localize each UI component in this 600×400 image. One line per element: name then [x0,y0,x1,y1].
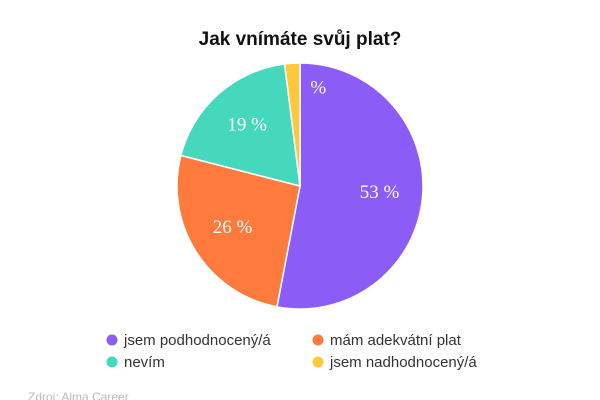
value-label: 26 % [213,217,253,238]
pie-slice [283,62,301,187]
legend-marker [312,334,324,346]
legend-label: jsem podhodnocený/á [123,332,271,349]
value-label: 53 % [360,182,400,203]
value-label: 19 % [227,114,267,135]
legend-marker [312,356,324,368]
legend-label: nevím [124,354,165,371]
source-note: Zdroj: Alma Career [28,390,129,400]
pie-slice [179,63,301,188]
legend-marker [106,334,118,346]
pie-slice [276,62,424,310]
legend-label: mám adekvátní plat [330,332,462,349]
legend-label: jsem nadhodnocený/á [329,354,477,371]
pie-slice [176,154,301,308]
chart-title: Jak vnímáte svůj plat? [199,29,402,50]
value-label: % [310,78,326,99]
legend-marker [106,356,118,368]
